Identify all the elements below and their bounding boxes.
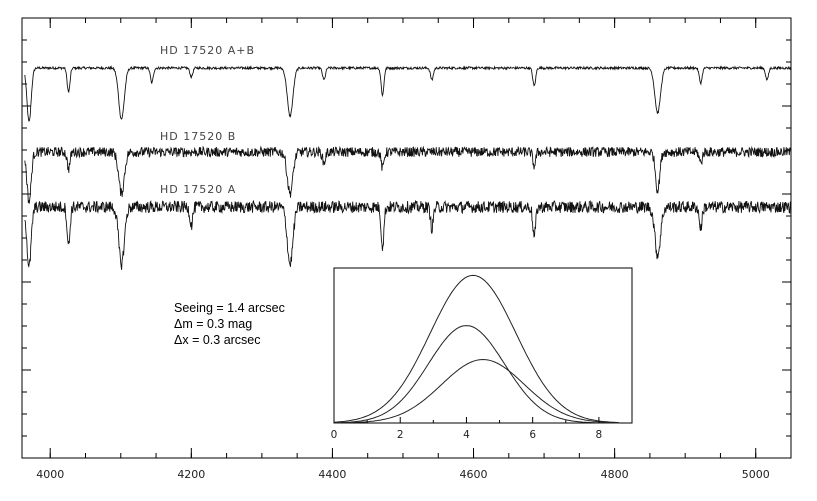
spectrum-line-1 xyxy=(24,145,792,204)
series-label-a: HD 17520 A xyxy=(160,183,236,196)
series-label-a-plus-b: HD 17520 A+B xyxy=(160,44,255,57)
inset-x-tick-label: 4 xyxy=(463,429,470,441)
inset-x-tick-label: 6 xyxy=(529,429,536,441)
inset-x-ticks: 0 2 4 6 8 xyxy=(331,417,603,441)
inset-frame xyxy=(333,267,633,424)
series-label-b: HD 17520 B xyxy=(160,130,236,143)
delta-x-annotation: Δx = 0.3 arcsec xyxy=(174,333,261,347)
inset-background xyxy=(334,268,632,426)
profile-curve-1 xyxy=(333,325,619,424)
x-axis-ticks: 4000 4200 4400 4600 4800 5000 xyxy=(36,18,770,481)
profile-curve-2 xyxy=(334,358,619,424)
spectra xyxy=(24,65,792,270)
inset-curves xyxy=(333,274,619,424)
inset-x-tick-label: 2 xyxy=(397,429,404,441)
x-tick-label: 4600 xyxy=(460,468,488,481)
annotation-block: Seeing = 1.4 arcsec Δm = 0.3 mag Δx = 0.… xyxy=(174,301,285,347)
inset-profile-chart: 0 2 4 6 8 xyxy=(331,267,633,441)
inset-x-tick-label: 8 xyxy=(596,429,603,441)
spectrum-line-2 xyxy=(24,199,792,270)
y-axis-ticks xyxy=(22,17,791,459)
delta-m-annotation: Δm = 0.3 mag xyxy=(174,317,252,331)
x-tick-label: 4200 xyxy=(177,468,205,481)
spectrum-line-0 xyxy=(24,65,792,122)
x-tick-label: 4000 xyxy=(36,468,64,481)
seeing-annotation: Seeing = 1.4 arcsec xyxy=(174,301,285,315)
x-tick-label: 4400 xyxy=(318,468,346,481)
x-tick-label: 5000 xyxy=(742,468,770,481)
spectrum-chart: 4000 4200 4400 4600 4800 5000 HD 17520 A+B HD… xyxy=(21,17,792,481)
inset-x-tick-label: 0 xyxy=(331,429,338,441)
profile-curve-0 xyxy=(333,274,619,423)
x-tick-label: 4800 xyxy=(601,468,629,481)
